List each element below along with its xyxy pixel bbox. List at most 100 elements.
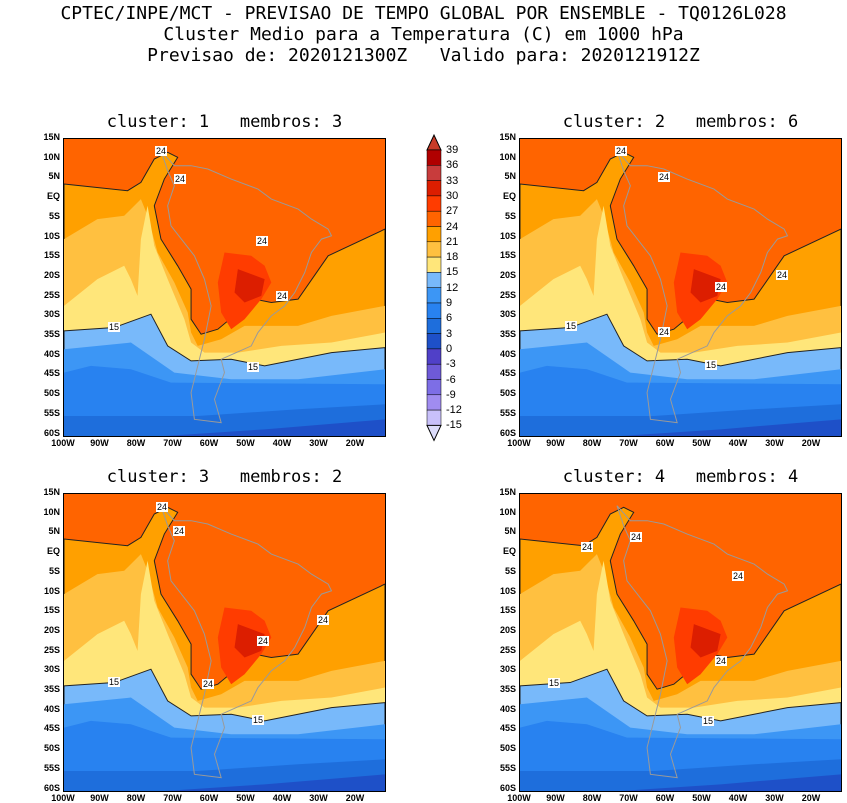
colorbar-label: 21 [446, 235, 459, 248]
lat-tick-label: 10N [43, 151, 60, 162]
lat-tick-label: 55S [499, 762, 516, 773]
lon-tick-label: 60W [655, 438, 675, 448]
colorbar-label: 27 [446, 205, 459, 218]
lat-tick-label: 35S [499, 684, 516, 694]
lat-tick-label: 10S [499, 230, 516, 241]
contour-label: 24 [615, 146, 628, 156]
colorbar-label: 24 [446, 220, 459, 233]
colorbar-bin [426, 363, 442, 380]
contour-label: 15 [108, 322, 121, 332]
lon-tick-label: 60W [199, 438, 219, 448]
colorbar-label: 12 [446, 281, 459, 294]
lat-tick-label: 45S [43, 368, 60, 379]
contour-label: 24 [256, 236, 269, 246]
lat-tick-label: 40S [43, 348, 60, 359]
lat-tick-label: 40S [499, 703, 516, 714]
lat-tick-label: 20S [499, 624, 516, 635]
lat-tick-label: 60S [499, 427, 516, 438]
lat-tick-label: 10N [499, 506, 516, 517]
contour-label: 24 [715, 282, 728, 292]
map-panel-cluster-4 [519, 493, 842, 792]
lat-tick-label: 55S [43, 407, 60, 418]
colorbar-bin [426, 302, 442, 319]
lon-tick-label: 70W [619, 438, 638, 448]
map-panel-cluster-2 [519, 138, 842, 437]
colorbar-label: 36 [446, 159, 459, 172]
lon-tick-label: 100W [51, 438, 75, 448]
colorbar-bin [426, 210, 442, 227]
contour-label: 15 [247, 362, 260, 372]
colorbar-bin [426, 256, 442, 273]
lat-tick-label: 35S [43, 684, 60, 694]
contour-label: 24 [658, 327, 671, 337]
map-panel-cluster-1 [63, 138, 386, 437]
lat-tick-label: 10S [43, 230, 60, 241]
lon-tick-label: 40W [728, 438, 748, 448]
lat-tick-label: 55S [43, 762, 60, 773]
lat-tick-label: 15N [43, 487, 60, 497]
contour-label: 24 [202, 679, 215, 689]
colorbar-bin [426, 195, 442, 212]
lon-tick-label: 80W [582, 793, 602, 803]
temperature-band [164, 419, 385, 436]
lat-tick-label: 30S [499, 664, 516, 675]
temperature-band [164, 774, 385, 791]
coastline [160, 505, 333, 779]
lon-tick-label: 30W [765, 438, 784, 448]
lat-tick-label: 25S [43, 289, 60, 300]
contour-label: 24 [174, 174, 187, 184]
lat-tick-label: EQ [46, 546, 60, 557]
lat-tick-label: 35S [499, 329, 516, 339]
lon-tick-label: 100W [507, 793, 531, 803]
lon-tick-label: 90W [90, 438, 109, 448]
lat-tick-label: 20S [43, 269, 60, 280]
contour-label: 24 [658, 172, 671, 182]
contour-label: 24 [276, 291, 289, 301]
contour-label: 24 [732, 571, 745, 581]
colorbar-label: 3 [446, 327, 453, 340]
lon-tick-label: 90W [90, 793, 109, 803]
colorbar-bin [426, 241, 442, 258]
lat-tick-label: 5N [48, 526, 60, 537]
lat-tick-label: 10S [499, 585, 516, 596]
colorbar-label: -6 [446, 373, 456, 386]
lat-tick-label: 15S [43, 605, 60, 616]
contour-label: 15 [252, 715, 265, 725]
lon-tick-label: 40W [272, 438, 292, 448]
panel-title: cluster: 3 membros: 2 [106, 467, 343, 487]
temperature-band [690, 269, 721, 303]
colorbar-label: 15 [446, 266, 459, 279]
contour-label: 15 [108, 677, 121, 687]
lat-tick-label: 30S [43, 664, 60, 675]
colorbar-min-arrow [426, 424, 442, 442]
temperature-band [620, 774, 841, 791]
lon-tick-label: 50W [692, 438, 711, 448]
coastline [616, 150, 789, 424]
lat-tick-label: 60S [43, 427, 60, 438]
figure-title-line2: Cluster Medio para a Temperatura (C) em … [163, 24, 684, 45]
lat-tick-label: 50S [499, 743, 516, 754]
lon-tick-label: 80W [126, 438, 146, 448]
lon-tick-label: 20W [345, 438, 365, 448]
colorbar-label: -3 [446, 358, 456, 371]
lat-tick-label: EQ [502, 546, 516, 557]
temperature-band [690, 624, 721, 658]
lon-tick-label: 40W [728, 793, 748, 803]
lat-tick-label: 5S [48, 565, 60, 576]
colorbar-label: -12 [446, 404, 462, 417]
contour-label: 24 [581, 542, 594, 552]
colorbar-bin [426, 165, 442, 181]
panel-title: cluster: 4 membros: 4 [562, 467, 799, 487]
lon-tick-label: 100W [51, 793, 75, 803]
map-panel-cluster-3 [63, 493, 386, 792]
lon-tick-label: 70W [163, 438, 182, 448]
lat-tick-label: 60S [43, 782, 60, 793]
lon-tick-label: 50W [692, 793, 711, 803]
contour-label: 15 [548, 678, 561, 688]
lon-tick-label: 90W [546, 438, 565, 448]
temperature-band [234, 269, 265, 303]
colorbar-label: 0 [446, 342, 453, 355]
lat-tick-label: 15N [499, 487, 516, 497]
lat-tick-label: 15S [499, 605, 516, 616]
lon-tick-label: 20W [345, 793, 365, 803]
